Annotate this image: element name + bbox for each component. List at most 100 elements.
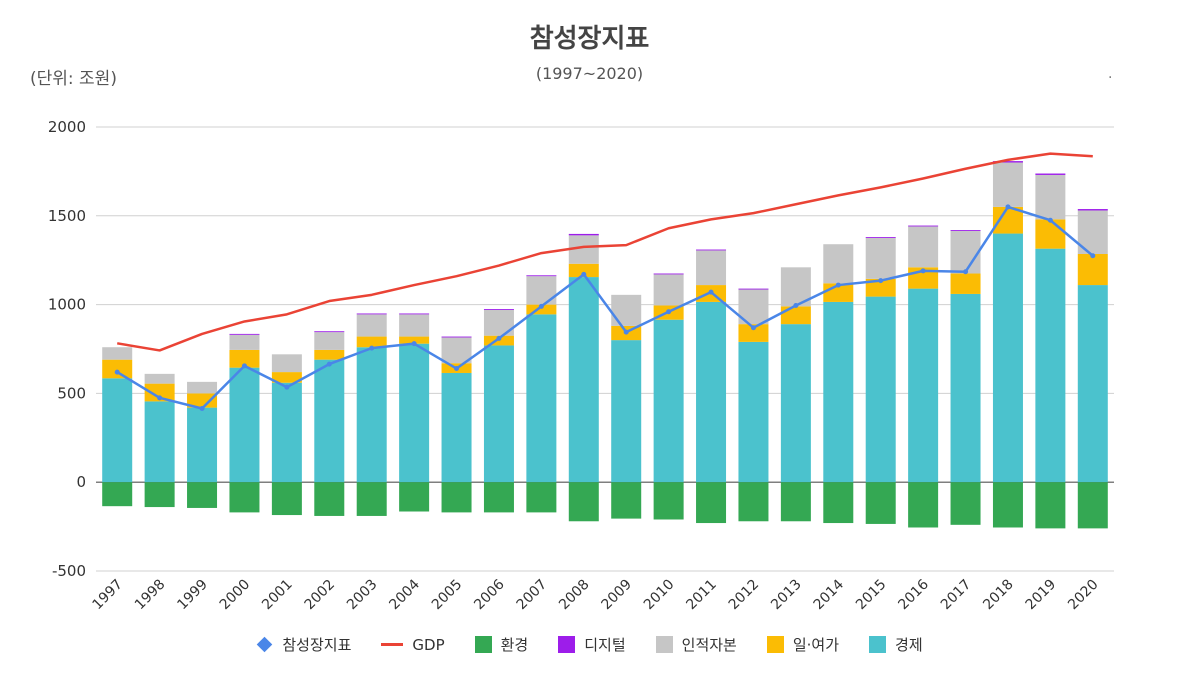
bar-일·여가 bbox=[399, 336, 430, 344]
bar-경제 bbox=[908, 288, 939, 483]
x-tick-label: 2001 bbox=[259, 577, 296, 614]
legend-swatch-box bbox=[474, 636, 492, 653]
legend-item-work-leisure[interactable]: 일·여가 bbox=[766, 634, 839, 655]
bar-인적자본 bbox=[950, 230, 981, 274]
legend-swatch-box bbox=[766, 636, 784, 653]
bar-디지털 bbox=[865, 237, 896, 238]
point-참성장지표 bbox=[666, 309, 672, 315]
legend-label: 인적자본 bbox=[681, 636, 737, 654]
bar-디지털 bbox=[483, 309, 514, 310]
x-tick-label: 2002 bbox=[302, 577, 339, 614]
bar-환경 bbox=[992, 482, 1023, 528]
point-참성장지표 bbox=[411, 341, 417, 347]
bar-경제 bbox=[611, 340, 642, 483]
bar-디지털 bbox=[356, 313, 387, 315]
bar-환경 bbox=[568, 482, 599, 522]
bar-인적자본 bbox=[356, 314, 387, 337]
x-tick-label: 2012 bbox=[726, 577, 763, 614]
bar-인적자본 bbox=[865, 238, 896, 279]
bar-경제 bbox=[696, 301, 727, 483]
bar-인적자본 bbox=[653, 274, 684, 306]
bar-디지털 bbox=[908, 225, 939, 227]
bar-경제 bbox=[314, 359, 345, 483]
legend-item-gdp[interactable]: GDP bbox=[381, 634, 445, 655]
legend-label: 디지털 bbox=[584, 636, 626, 654]
x-tick-label: 2013 bbox=[768, 577, 805, 614]
bar-일·여가 bbox=[229, 349, 260, 368]
bar-인적자본 bbox=[144, 373, 175, 384]
y-tick-label: 1500 bbox=[48, 207, 86, 225]
point-참성장지표 bbox=[581, 271, 587, 277]
bar-디지털 bbox=[399, 313, 430, 315]
legend-item-human-capital[interactable]: 인적자본 bbox=[655, 634, 737, 655]
bar-디지털 bbox=[1035, 173, 1066, 175]
bar-환경 bbox=[399, 482, 430, 512]
bar-일·여가 bbox=[102, 359, 133, 379]
point-참성장지표 bbox=[920, 268, 926, 274]
bar-경제 bbox=[865, 296, 896, 483]
bar-환경 bbox=[356, 482, 387, 516]
bar-경제 bbox=[1035, 248, 1066, 483]
bar-환경 bbox=[738, 482, 769, 522]
y-tick-label: 2000 bbox=[48, 118, 86, 136]
legend-swatch-box bbox=[655, 636, 673, 653]
legend-item-economy[interactable]: 경제 bbox=[869, 634, 923, 655]
x-tick-label: 1999 bbox=[174, 577, 211, 614]
x-tick-label: 2009 bbox=[599, 577, 636, 614]
bar-인적자본 bbox=[526, 276, 557, 305]
legend-item-true-growth[interactable]: 참성장지표 bbox=[256, 634, 351, 655]
bar-경제 bbox=[441, 372, 472, 483]
chart-subtitle: (1997~2020) bbox=[535, 64, 644, 83]
x-tick-label: 2004 bbox=[386, 576, 423, 613]
x-tick-label: 2015 bbox=[853, 577, 890, 614]
x-tick-label: 2011 bbox=[683, 577, 720, 614]
bar-경제 bbox=[229, 367, 260, 483]
point-참성장지표 bbox=[835, 282, 841, 288]
point-참성장지표 bbox=[750, 325, 756, 331]
bar-디지털 bbox=[314, 331, 345, 333]
chart-legend: 참성장지표 GDP 환경 디지털 인적자본 일·여가 경제 bbox=[0, 634, 1179, 655]
bar-환경 bbox=[823, 482, 854, 524]
bar-경제 bbox=[356, 347, 387, 483]
bar-인적자본 bbox=[1035, 174, 1066, 220]
bar-디지털 bbox=[950, 230, 981, 231]
legend-label: 경제 bbox=[895, 636, 923, 654]
point-참성장지표 bbox=[708, 289, 714, 295]
bar-경제 bbox=[780, 324, 811, 483]
bar-인적자본 bbox=[441, 337, 472, 364]
bar-인적자본 bbox=[399, 314, 430, 337]
bar-환경 bbox=[314, 482, 345, 516]
bar-일·여가 bbox=[568, 263, 599, 278]
bar-경제 bbox=[187, 407, 218, 483]
bar-환경 bbox=[144, 482, 175, 508]
bar-일·여가 bbox=[271, 372, 302, 383]
y-tick-label: 500 bbox=[57, 384, 86, 402]
x-tick-label: 2017 bbox=[938, 577, 975, 614]
bar-디지털 bbox=[696, 249, 727, 251]
legend-label: 환경 bbox=[500, 636, 529, 654]
bar-경제 bbox=[568, 277, 599, 483]
point-참성장지표 bbox=[623, 329, 629, 335]
bar-경제 bbox=[526, 314, 557, 483]
point-참성장지표 bbox=[793, 302, 799, 308]
bar-디지털 bbox=[441, 336, 472, 338]
bar-환경 bbox=[483, 482, 514, 513]
point-참성장지표 bbox=[1047, 217, 1053, 223]
bar-환경 bbox=[950, 482, 981, 525]
corner-mark: . bbox=[1108, 66, 1113, 82]
bar-디지털 bbox=[653, 273, 684, 275]
legend-swatch-diamond bbox=[257, 636, 273, 653]
bar-인적자본 bbox=[314, 332, 345, 350]
y-tick-label: -500 bbox=[52, 562, 86, 580]
x-tick-label: 2005 bbox=[429, 577, 466, 614]
point-참성장지표 bbox=[878, 278, 884, 284]
bar-일·여가 bbox=[187, 393, 218, 408]
bar-환경 bbox=[908, 482, 939, 528]
legend-item-environment[interactable]: 환경 bbox=[474, 634, 529, 655]
point-참성장지표 bbox=[963, 269, 969, 275]
x-tick-label: 1998 bbox=[132, 577, 169, 614]
bar-환경 bbox=[1077, 482, 1108, 529]
legend-item-digital[interactable]: 디지털 bbox=[558, 634, 626, 655]
point-참성장지표 bbox=[241, 363, 247, 369]
